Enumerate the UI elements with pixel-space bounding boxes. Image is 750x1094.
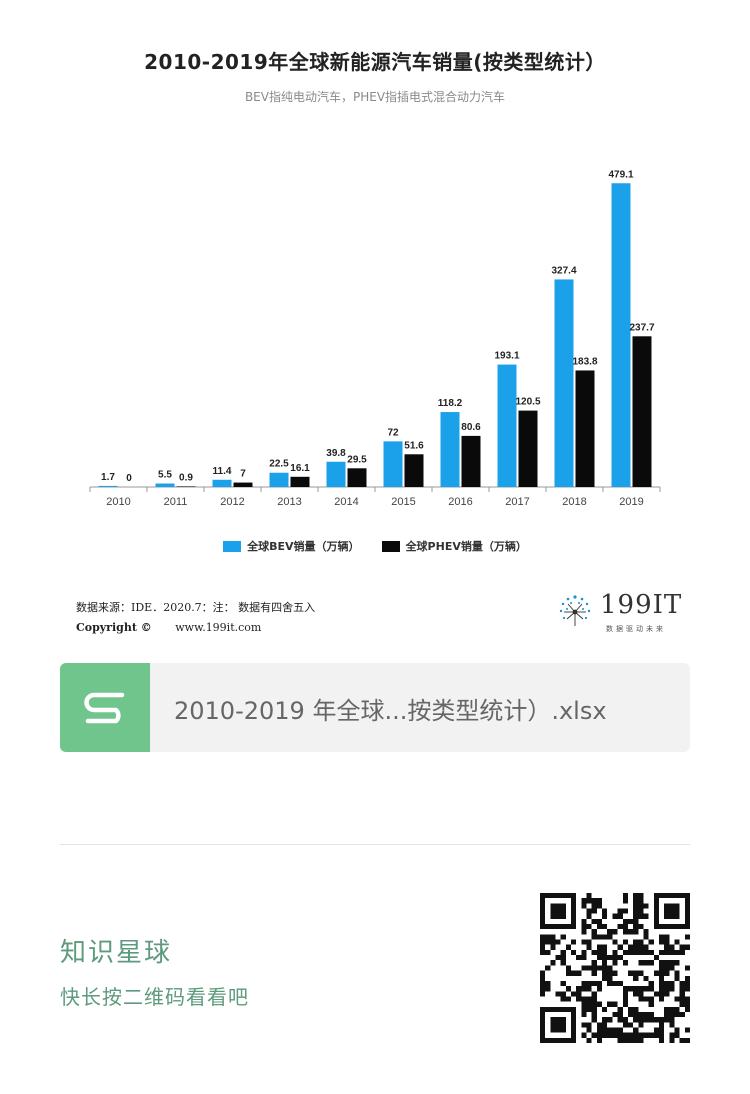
brand-logo: 199IT 数据驱动未来 bbox=[556, 588, 686, 636]
data-label: 118.2 bbox=[438, 398, 463, 409]
x-tick-label: 2011 bbox=[164, 496, 188, 508]
bar-bev bbox=[326, 461, 346, 487]
x-tick-label: 2012 bbox=[220, 496, 244, 508]
bar-bev bbox=[497, 364, 517, 487]
data-label: 80.6 bbox=[461, 422, 481, 433]
x-tick-label: 2013 bbox=[277, 496, 301, 508]
bar-bev bbox=[269, 472, 289, 487]
promo-title: 知识星球 bbox=[60, 938, 173, 968]
s-letter-icon bbox=[84, 692, 125, 723]
chart-title: 2010-2019年全球新能源汽车销量(按类型统计） bbox=[144, 50, 606, 74]
data-label: 16.1 bbox=[290, 463, 310, 474]
bar-bev bbox=[611, 183, 631, 487]
file-name: 2010-2019 年全球...按类型统计）.xlsx bbox=[174, 697, 607, 725]
legend-item-phev: 全球PHEV销量（万辆） bbox=[381, 538, 527, 554]
bar-phev bbox=[575, 370, 595, 487]
legend-label-bev: 全球BEV销量（万辆） bbox=[247, 540, 360, 553]
x-tick-label: 2010 bbox=[106, 496, 130, 508]
source-note: 数据来源：IDE．2020.7：注： 数据有四舍五入 Copyright © w… bbox=[76, 598, 315, 638]
site-link[interactable]: www.199it.com bbox=[175, 621, 262, 634]
data-label: 479.1 bbox=[608, 169, 633, 180]
data-label: 29.5 bbox=[347, 454, 367, 465]
bar-phev bbox=[233, 482, 253, 487]
bar-bev bbox=[440, 412, 460, 487]
chart-legend: 全球BEV销量（万辆） 全球PHEV销量（万辆） bbox=[0, 538, 750, 554]
x-tick-label: 2017 bbox=[505, 496, 529, 508]
bar-phev bbox=[461, 435, 481, 487]
bar-bev bbox=[155, 483, 175, 487]
x-tick-label: 2018 bbox=[562, 496, 586, 508]
bar-phev bbox=[518, 410, 538, 487]
x-tick-label: 2016 bbox=[448, 496, 472, 508]
data-label: 327.4 bbox=[551, 265, 576, 276]
data-label: 51.6 bbox=[404, 440, 424, 451]
data-label: 193.1 bbox=[494, 351, 519, 362]
legend-label-phev: 全球PHEV销量（万辆） bbox=[405, 540, 527, 553]
chart-subtitle: BEV指纯电动汽车，PHEV指插电式混合动力汽车 bbox=[244, 90, 506, 104]
copyright-text: Copyright © bbox=[76, 621, 152, 634]
legend-swatch-phev bbox=[381, 540, 400, 552]
data-label: 22.5 bbox=[269, 459, 289, 470]
legend-item-bev: 全球BEV销量（万辆） bbox=[223, 538, 360, 554]
brand-name: 199IT bbox=[600, 590, 683, 620]
brand-tagline: 数据驱动未来 bbox=[606, 625, 666, 633]
legend-swatch-bev bbox=[223, 540, 242, 552]
bar-phev bbox=[632, 336, 652, 487]
promo-prompt: 快长按二维码看看吧 bbox=[60, 985, 249, 1009]
data-label: 39.8 bbox=[326, 448, 346, 459]
source-text: 数据来源：IDE．2020.7：注： 数据有四舍五入 bbox=[76, 601, 316, 614]
dandelion-logo-icon bbox=[559, 595, 591, 626]
divider bbox=[60, 844, 690, 845]
data-label: 0 bbox=[126, 473, 132, 484]
data-label: 1.7 bbox=[101, 472, 115, 483]
x-tick-label: 2014 bbox=[334, 496, 358, 508]
data-label: 0.9 bbox=[179, 472, 193, 483]
bar-bev bbox=[212, 479, 232, 487]
bar-phev bbox=[347, 468, 367, 487]
data-label: 120.5 bbox=[515, 397, 540, 408]
data-label: 72 bbox=[387, 427, 399, 438]
data-label: 237.7 bbox=[629, 322, 654, 333]
bar-bev bbox=[554, 279, 574, 487]
data-label: 7 bbox=[240, 469, 246, 480]
x-tick-label: 2015 bbox=[391, 496, 415, 508]
data-label: 5.5 bbox=[158, 470, 172, 481]
data-label: 11.4 bbox=[213, 466, 232, 477]
bar-phev bbox=[290, 476, 310, 487]
bar-bev bbox=[383, 441, 403, 487]
bar-phev bbox=[176, 486, 196, 487]
x-tick-label: 2019 bbox=[619, 496, 643, 508]
data-label: 183.8 bbox=[572, 356, 597, 367]
file-attachment-card[interactable]: 2010-2019 年全球...按类型统计）.xlsx bbox=[60, 663, 690, 752]
bar-phev bbox=[404, 454, 424, 487]
bar-chart: 2010 1.7 0 2011 5.5 0.9 2012 11.4 7 2013 22.5 16.1 2… bbox=[89, 169, 661, 508]
bar-bev bbox=[98, 485, 118, 487]
spreadsheet-s-icon bbox=[60, 663, 150, 752]
qr-code-icon[interactable] bbox=[540, 893, 690, 1043]
